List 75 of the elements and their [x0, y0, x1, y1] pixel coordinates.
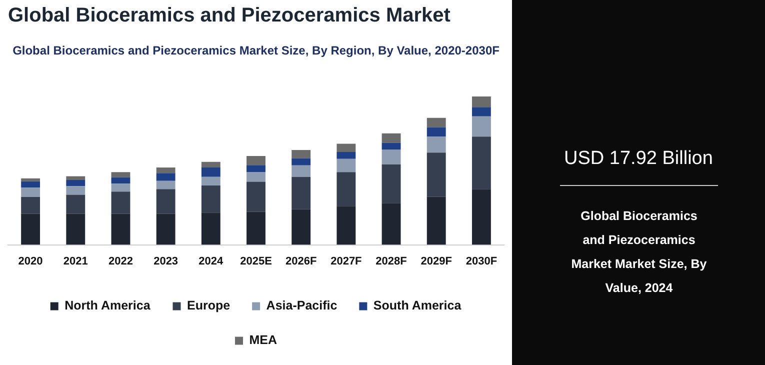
chart-subtitle: Global Bioceramics and Piezoceramics Market Size, By Region, By Value, 2020-2030F [12, 44, 500, 58]
bar [246, 156, 266, 166]
bar [111, 184, 130, 192]
x-tick-label: 2024 [198, 255, 224, 268]
bar [382, 142, 401, 150]
bar [472, 107, 491, 116]
bar [472, 189, 491, 245]
x-tick-label: 2028F [376, 255, 408, 268]
bar [292, 176, 311, 210]
bar [472, 116, 491, 137]
bar [382, 133, 401, 143]
bar [111, 172, 130, 178]
bar [201, 162, 220, 168]
text: USD 17.92 Billion [563, 148, 714, 170]
bar [426, 152, 446, 197]
x-tick-label: 2029F [420, 255, 452, 268]
x-tick-label: 2021 [63, 255, 88, 268]
bar [246, 182, 266, 212]
bar [21, 214, 40, 245]
x-tick-label: 2027F [330, 255, 362, 268]
bar [246, 172, 266, 182]
x-tick-label: 2030F [466, 255, 498, 268]
bar [292, 165, 311, 177]
legend-label: North America [64, 298, 152, 313]
bar [382, 150, 401, 164]
bar [292, 209, 311, 245]
x-tick-label: 2022 [108, 255, 133, 268]
bar [156, 189, 176, 214]
bar [201, 176, 220, 186]
bar [292, 150, 311, 158]
chart-title: Global Bioceramics and Piezoceramics Market [8, 4, 451, 27]
bar [21, 188, 40, 198]
bar [66, 180, 86, 186]
bar [426, 136, 446, 153]
bar [66, 176, 86, 180]
bar [66, 194, 86, 214]
x-tick-label: 2023 [154, 255, 178, 268]
bar [246, 212, 266, 245]
bar [156, 173, 176, 181]
bar [21, 197, 40, 214]
bar [426, 118, 446, 128]
bar [201, 167, 220, 177]
bar [292, 158, 311, 166]
bar [426, 196, 446, 245]
bar [66, 186, 86, 195]
bar [21, 181, 40, 188]
bar [336, 144, 356, 152]
text: Global Bioceramics and Piezoceramics Market Market Size, By Value, 2024 [570, 208, 708, 297]
bar [156, 167, 176, 174]
bar [382, 203, 401, 245]
bar [426, 127, 446, 137]
legend-label: Europe [186, 298, 230, 313]
bar [111, 214, 130, 245]
bar [201, 185, 220, 213]
bar [66, 214, 86, 245]
legend-label: MEA [249, 333, 278, 348]
x-tick-label: 2020 [18, 255, 43, 268]
bar [111, 177, 130, 184]
bar [201, 212, 220, 245]
bar [21, 178, 40, 182]
bar [336, 172, 356, 206]
bar [246, 165, 266, 172]
bar [336, 158, 356, 172]
legend-label: Asia-Pacific [266, 298, 338, 313]
bar [472, 136, 491, 190]
bar [156, 180, 176, 190]
bar [472, 96, 491, 108]
bar [156, 214, 176, 245]
bar [336, 206, 356, 245]
legend-label: South America [373, 298, 462, 313]
x-tick-label: 2026F [285, 255, 317, 268]
x-tick-label: 2025E [240, 255, 272, 268]
bar [111, 192, 130, 214]
bar [382, 164, 401, 204]
bar [336, 152, 356, 159]
